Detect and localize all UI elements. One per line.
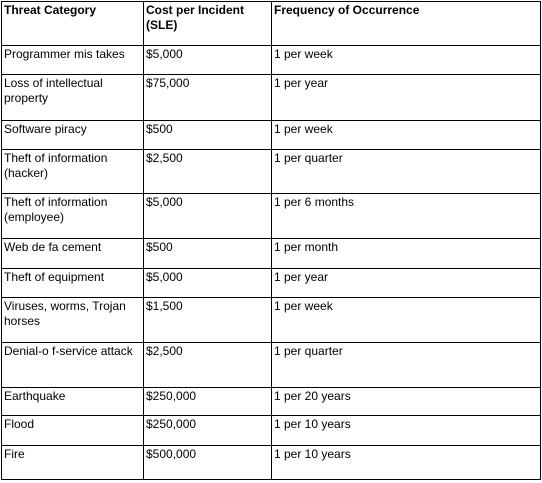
header-row: Threat Category Cost per Incident (SLE) Fr… (1, 1, 541, 46)
table-cell: $250,000 (143, 415, 272, 446)
table-cell: Programmer mis takes (1, 45, 144, 75)
table-row: Theft of information (employee) $5,000 1 p… (1, 193, 541, 239)
header-cell: Frequency of Occurrence (271, 1, 541, 46)
table-cell: $500 (143, 238, 272, 269)
table-cell: 1 per year (271, 268, 541, 298)
table-cell: $5,000 (143, 45, 272, 75)
table-cell: 1 per year (271, 74, 541, 121)
table-cell: 1 per month (271, 238, 541, 269)
table-cell: $500 (143, 120, 272, 150)
table-cell: 1 per week (271, 45, 541, 75)
table-cell: Theft of equipment (1, 268, 144, 298)
header-cell: Cost per Incident (SLE) (143, 1, 272, 46)
table-cell: $2,500 (143, 342, 272, 388)
table-row: Viruses, worms, Trojan horses $1,500 1 per… (1, 297, 541, 343)
table-cell: 1 per quarter (271, 342, 541, 388)
table-cell: Theft of information (employee) (1, 193, 144, 239)
table-cell: 1 per 20 years (271, 387, 541, 416)
table-cell: 1 per 10 years (271, 415, 541, 446)
table-row: Earthquake $250,000 1 per 20 years (1, 387, 541, 416)
table-cell: $1,500 (143, 297, 272, 343)
table-row: Fire $500,000 1 per 10 years (1, 445, 541, 480)
table-row: Theft of equipment $5,000 1 per year (1, 268, 541, 298)
table-cell: Viruses, worms, Trojan horses (1, 297, 144, 343)
table-row: Programmer mis takes $5,000 1 per week (1, 45, 541, 75)
table-row: Software piracy $500 1 per week (1, 120, 541, 150)
table-head: Threat Category Cost per Incident (SLE) Fr… (1, 1, 541, 46)
table-cell: $250,000 (143, 387, 272, 416)
table-cell: Loss of intellectual property (1, 74, 144, 121)
table-cell: Web de fa cement (1, 238, 144, 269)
table-cell: Theft of information (hacker) (1, 149, 144, 194)
table-cell: Flood (1, 415, 144, 446)
header-cell: Threat Category (1, 1, 144, 46)
table-body: Programmer mis takes $5,000 1 per week Loss… (1, 45, 541, 480)
table-row: Web de fa cement $500 1 per month (1, 238, 541, 269)
table-row: Flood $250,000 1 per 10 years (1, 415, 541, 446)
table-cell: Software piracy (1, 120, 144, 150)
table-cell: 1 per week (271, 297, 541, 343)
table-cell: Earthquake (1, 387, 144, 416)
table-cell: 1 per 10 years (271, 445, 541, 480)
table-cell: 1 per week (271, 120, 541, 150)
table-cell: $2,500 (143, 149, 272, 194)
table-cell: Fire (1, 445, 144, 480)
table-cell: Denial-o f-service attack (1, 342, 144, 388)
table-cell: $5,000 (143, 193, 272, 239)
table-row: Denial-o f-service attack $2,500 1 per qua… (1, 342, 541, 388)
table-cell: $500,000 (143, 445, 272, 480)
table-cell: 1 per 6 months (271, 193, 541, 239)
table-cell: $5,000 (143, 268, 272, 298)
table-row: Theft of information (hacker) $2,500 1 per… (1, 149, 541, 194)
table-cell: $75,000 (143, 74, 272, 121)
table-cell: 1 per quarter (271, 149, 541, 194)
table-row: Loss of intellectual property $75,000 1 pe… (1, 74, 541, 121)
